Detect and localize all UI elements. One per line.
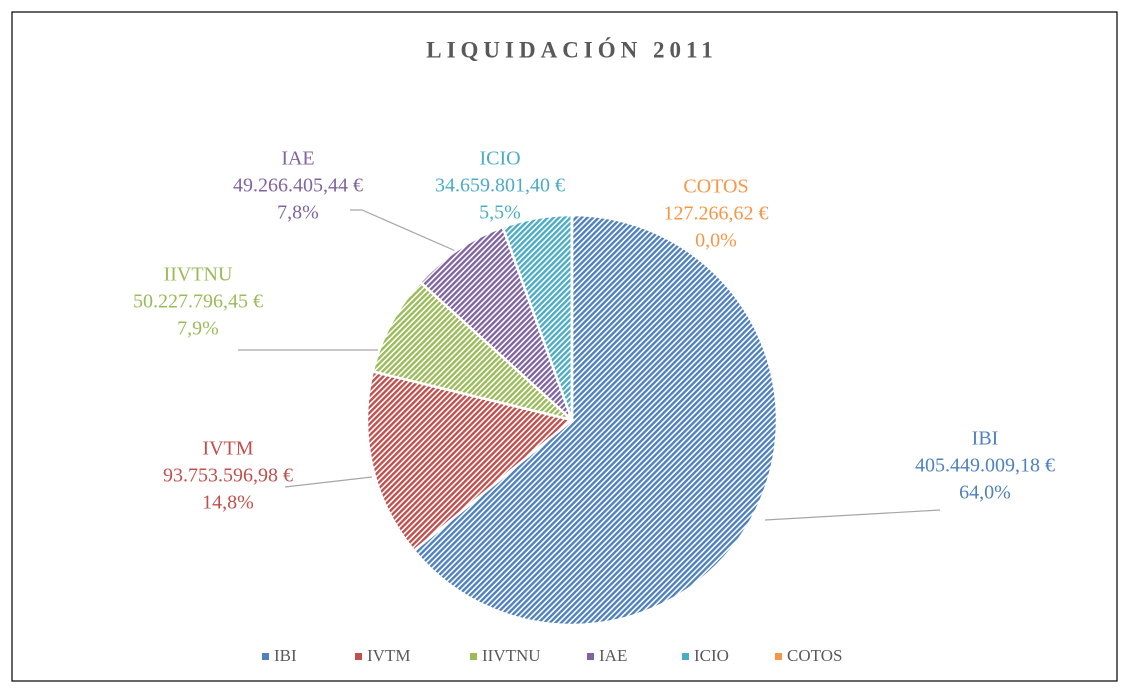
slice-category: IVTM xyxy=(202,438,253,460)
slice-value-label: 50.227.796,45 € xyxy=(133,291,263,313)
pie-slice xyxy=(418,225,574,421)
slice-category: COTOS xyxy=(683,176,748,198)
slice-share-label: 7,8% xyxy=(277,202,319,224)
legend-label: IBI xyxy=(274,646,297,665)
leader-line xyxy=(284,476,373,488)
pie-slice xyxy=(365,369,575,553)
legend-label: ICIO xyxy=(694,646,729,665)
slice-value-label: 127.266,62 € xyxy=(664,203,769,225)
chart-title: LIQUIDACIÓN 2011 xyxy=(426,36,718,62)
slice-value-label: 49.266.405,44 € xyxy=(233,175,363,197)
legend-swatch xyxy=(587,653,594,660)
pie-slice xyxy=(371,280,573,422)
slice-category: IIVTNU xyxy=(164,264,233,286)
slice-share-label: 7,9% xyxy=(177,318,219,340)
slice-share-label: 14,8% xyxy=(202,492,254,514)
legend-label: COTOS xyxy=(787,646,842,665)
leader-line xyxy=(350,209,459,253)
legend-label: IVTM xyxy=(367,646,410,665)
slice-value-label: 93.753.596,98 € xyxy=(163,465,293,487)
legend-swatch xyxy=(682,653,689,660)
slice-category: ICIO xyxy=(479,148,520,170)
slice-share-label: 0,0% xyxy=(695,230,737,252)
slice-value-label: 34.659.801,40 € xyxy=(435,175,565,197)
slice-category: IBI xyxy=(972,428,999,450)
slice-value-label: 405.449.009,18 € xyxy=(915,455,1055,477)
legend-swatch xyxy=(355,653,362,660)
slice-share-label: 64,0% xyxy=(959,482,1011,504)
legend-label: IAE xyxy=(599,646,627,665)
legend-swatch xyxy=(775,653,782,660)
legend-swatch xyxy=(262,653,269,660)
legend-label: IIVTNU xyxy=(482,646,541,665)
pie-slice xyxy=(412,213,779,627)
slice-category: IAE xyxy=(281,148,314,170)
leader-line xyxy=(764,509,941,521)
slice-share-label: 5,5% xyxy=(479,202,521,224)
legend-swatch xyxy=(470,653,477,660)
